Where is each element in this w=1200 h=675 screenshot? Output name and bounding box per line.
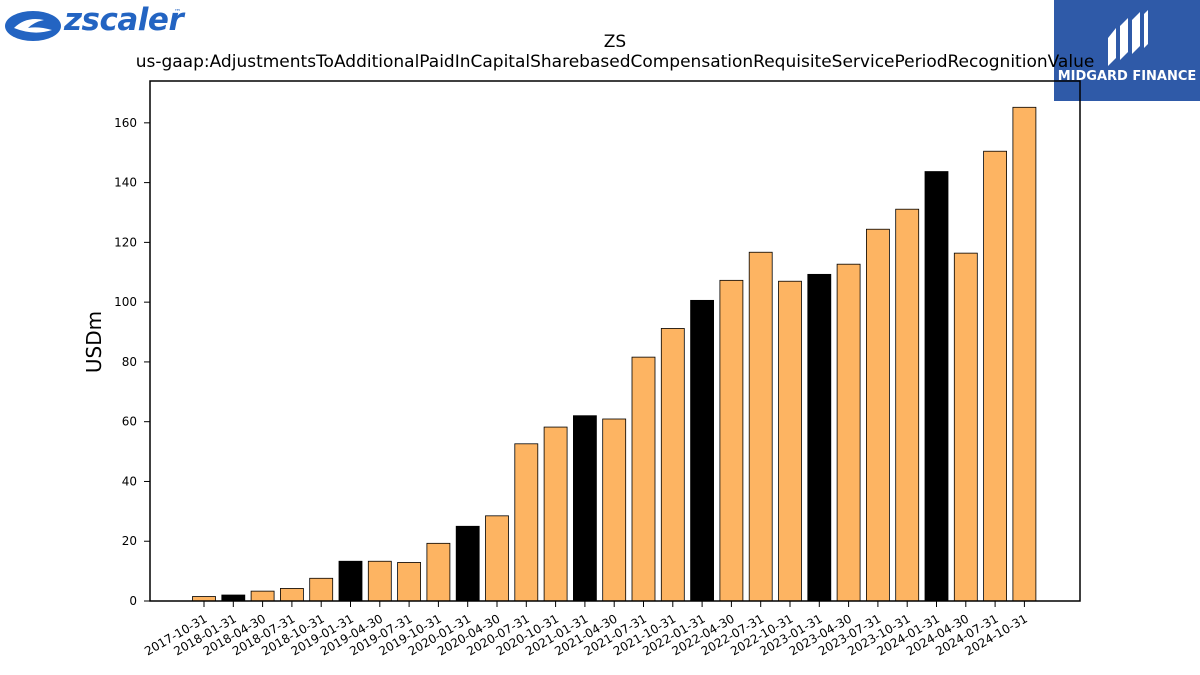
bar-2024-10-31 — [1012, 106, 1037, 602]
bar-2020-01-31 — [455, 525, 480, 602]
bar-2018-01-31 — [221, 594, 246, 602]
y-tick-label: 20 — [122, 534, 137, 548]
y-tick-label: 60 — [122, 415, 137, 429]
bar-2023-04-30 — [836, 263, 861, 602]
plot-frame — [149, 80, 1081, 602]
bar-group — [192, 106, 1037, 602]
y-axis: 0 20 40 60 80 100 120 140 160 — [114, 116, 150, 608]
zscaler-logo: zscaler ™ — [4, 2, 184, 44]
zscaler-wordmark: zscaler — [64, 2, 184, 38]
midgard-wordmark: MIDGARD FINANCE — [1057, 69, 1197, 84]
bar-2022-04-30 — [719, 279, 744, 602]
bar-2021-10-31 — [660, 328, 685, 602]
bar-2023-07-31 — [866, 228, 890, 602]
y-tick-label: 0 — [129, 594, 137, 608]
y-tick-label: 100 — [114, 295, 137, 309]
bar-2021-07-31 — [631, 356, 656, 602]
trademark-mark: ™ — [174, 8, 181, 16]
bar-2024-04-30 — [953, 252, 978, 602]
y-tick-label: 160 — [114, 116, 137, 130]
bar-2023-01-31 — [807, 273, 832, 602]
bar-2022-07-31 — [748, 251, 773, 602]
bar-2020-04-30 — [485, 515, 509, 602]
bar-2021-01-31 — [573, 415, 597, 602]
midgard-finance-logo: MIDGARD FINANCE — [1054, 0, 1200, 101]
y-tick-label: 80 — [122, 355, 137, 369]
zscaler-cloud-icon — [5, 11, 61, 41]
bar-2018-07-31 — [279, 588, 304, 602]
bar-2019-04-30 — [367, 560, 392, 602]
midgard-emblem-icon — [1108, 10, 1148, 66]
bar-2022-10-31 — [778, 280, 802, 602]
chart-subtitle: us-gaap:AdjustmentsToAdditionalPaidInCap… — [135, 52, 1095, 72]
y-tick-label: 140 — [114, 176, 137, 190]
bar-2018-04-30 — [250, 590, 275, 602]
bar-2024-07-31 — [983, 150, 1007, 602]
bar-2022-01-31 — [690, 299, 714, 602]
y-tick-label: 120 — [114, 235, 137, 249]
bar-2024-01-31 — [924, 171, 949, 602]
chart-title: ZS — [603, 32, 627, 52]
bar-2020-10-31 — [543, 426, 568, 602]
y-tick-label: 40 — [122, 474, 137, 488]
bar-2020-07-31 — [514, 443, 539, 602]
bar-2021-04-30 — [602, 418, 627, 602]
bar-2019-07-31 — [397, 562, 422, 602]
bar-2023-10-31 — [895, 208, 920, 602]
bar-2019-01-31 — [338, 560, 363, 602]
x-axis: 2017-10-312018-01-312018-04-302018-07-31… — [142, 601, 1030, 658]
bar-2019-10-31 — [426, 542, 451, 602]
bar-2018-10-31 — [309, 577, 334, 602]
